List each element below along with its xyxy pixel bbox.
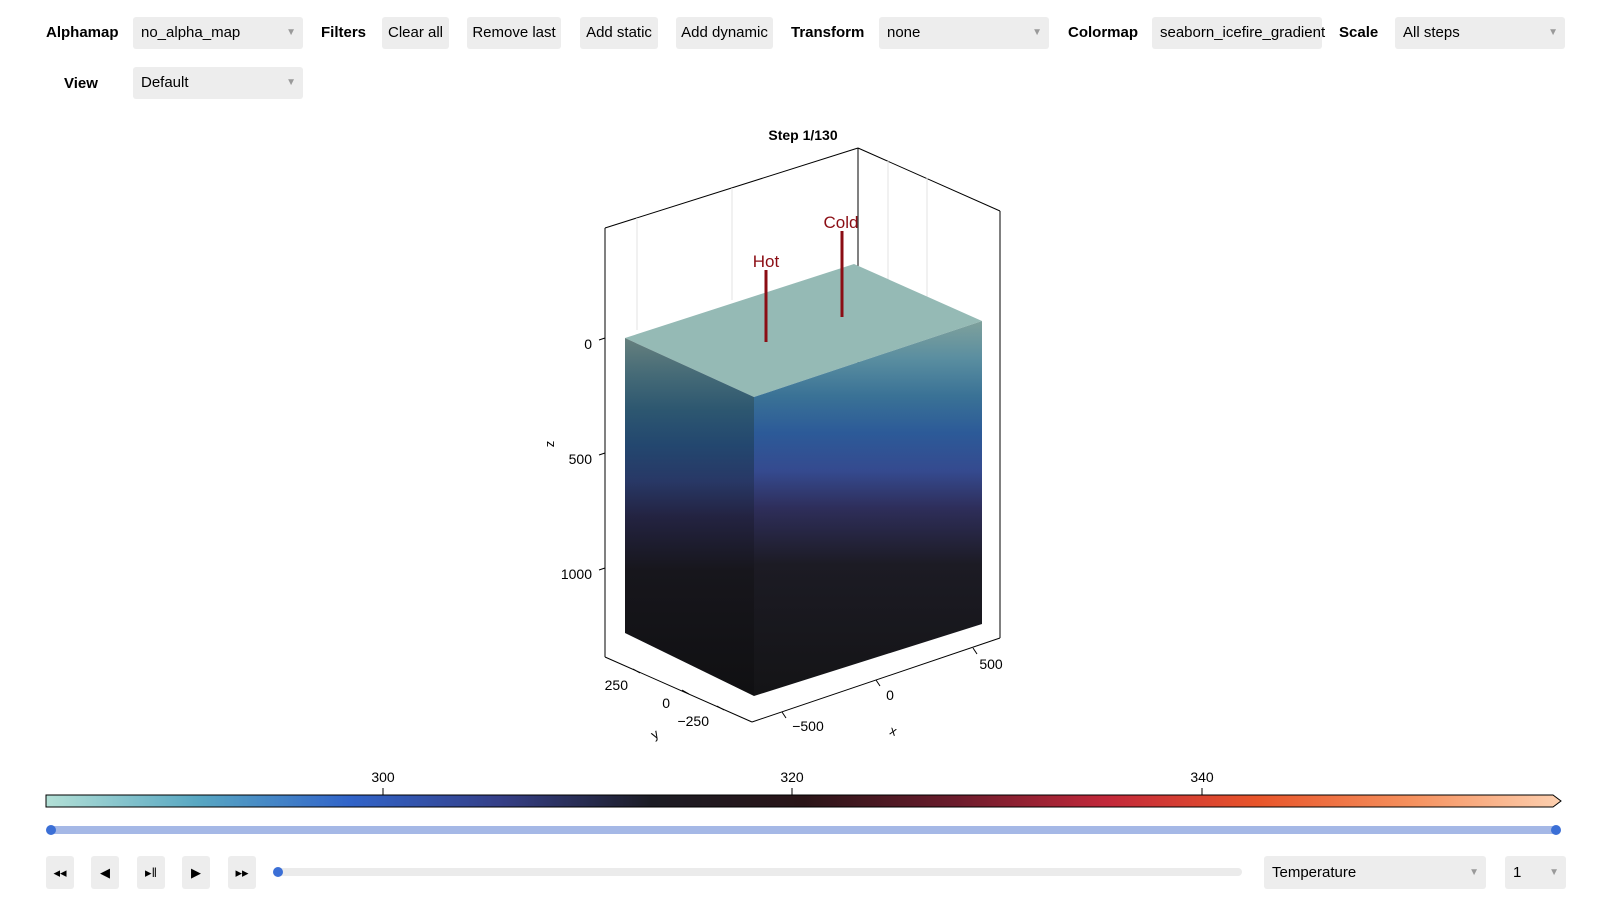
scale-select[interactable]: All steps ▼ [1395,17,1565,49]
block-left-face [625,338,754,696]
x-tick-label: −500 [792,718,824,734]
play-pause-icon: ▸‖ [145,865,157,880]
hot-annotation: Hot [753,252,780,271]
x-axis-label: x [888,723,899,739]
step-back-button[interactable]: ◀ [91,856,119,889]
colorbar-tick-label: 320 [780,769,804,785]
colorbar-tick-label: 300 [371,769,395,785]
block-front-face [754,321,982,696]
block-top-face [625,264,982,397]
chevron-down-icon: ▼ [1032,27,1042,38]
chevron-down-icon: ▼ [1549,867,1559,878]
color-range-slider[interactable] [46,824,1561,836]
transform-select-value: none [887,24,921,41]
add-dynamic-button[interactable]: Add dynamic [676,17,773,49]
play-button[interactable]: ▶ [182,856,210,889]
colormap-label: Colormap [1068,24,1139,41]
color-range-high-handle[interactable] [1551,825,1561,835]
filters-label: Filters [321,24,367,41]
variable-select-value: Temperature [1272,864,1357,881]
step-slider[interactable] [273,866,1242,878]
colorbar [45,794,1562,808]
color-range-track [51,826,1556,834]
colorbar-tick-label: 340 [1190,769,1214,785]
play-icon: ▶ [191,865,201,880]
alphamap-select-value: no_alpha_map [141,24,241,41]
view-select-value: Default [141,74,189,91]
fast-forward-icon: ▸▸ [235,865,249,880]
chevron-down-icon: ▼ [286,77,296,88]
scale-label: Scale [1339,24,1379,41]
z-tick-label: 1000 [561,566,592,582]
axis-frame [604,147,1001,723]
colormap-select-value: seaborn_icefire_gradient [1160,24,1326,41]
y-axis-label: y [648,726,662,742]
z-tick-label: 500 [569,451,593,467]
play-pause-button[interactable]: ▸‖ [137,856,165,889]
fast-forward-button[interactable]: ▸▸ [228,856,256,889]
step-slider-track [278,868,1242,876]
transform-label: Transform [791,24,865,41]
view-label: View [64,75,98,92]
step-back-icon: ◀ [100,865,110,880]
y-tick-label: −250 [677,713,709,729]
step-select[interactable]: 1 ▼ [1505,856,1566,889]
z-tick-label: 0 [584,336,592,352]
cold-annotation: Cold [824,213,859,232]
variable-select[interactable]: Temperature ▼ [1264,856,1486,889]
rewind-button[interactable]: ◂◂ [46,856,74,889]
scale-select-value: All steps [1403,24,1460,41]
remove-last-button[interactable]: Remove last [467,17,561,49]
chevron-down-icon: ▼ [286,27,296,38]
grid-lines [636,161,928,330]
view-select[interactable]: Default ▼ [133,67,303,99]
chevron-down-icon: ▼ [1469,867,1479,878]
colorbar-ticks [382,788,1203,795]
alphamap-label: Alphamap [46,24,119,41]
step-slider-handle[interactable] [273,867,283,877]
z-axis [598,337,606,571]
z-axis-label: z [542,441,557,448]
color-range-low-handle[interactable] [46,825,56,835]
add-static-button[interactable]: Add static [580,17,658,49]
x-axis [781,647,978,719]
y-tick-label: 250 [605,677,629,693]
x-tick-label: 0 [886,687,894,703]
clear-all-button[interactable]: Clear all [382,17,449,49]
y-axis [632,668,725,711]
alphamap-select[interactable]: no_alpha_map ▼ [133,17,303,49]
y-tick-label: 0 [662,695,670,711]
colormap-select[interactable]: seaborn_icefire_gradient [1152,17,1326,49]
plot-title: Step 1/130 [768,127,837,143]
rewind-icon: ◂◂ [53,865,67,880]
transform-select[interactable]: none ▼ [879,17,1049,49]
step-select-value: 1 [1513,864,1522,881]
x-tick-label: 500 [979,656,1003,672]
chevron-down-icon: ▼ [1548,27,1558,38]
